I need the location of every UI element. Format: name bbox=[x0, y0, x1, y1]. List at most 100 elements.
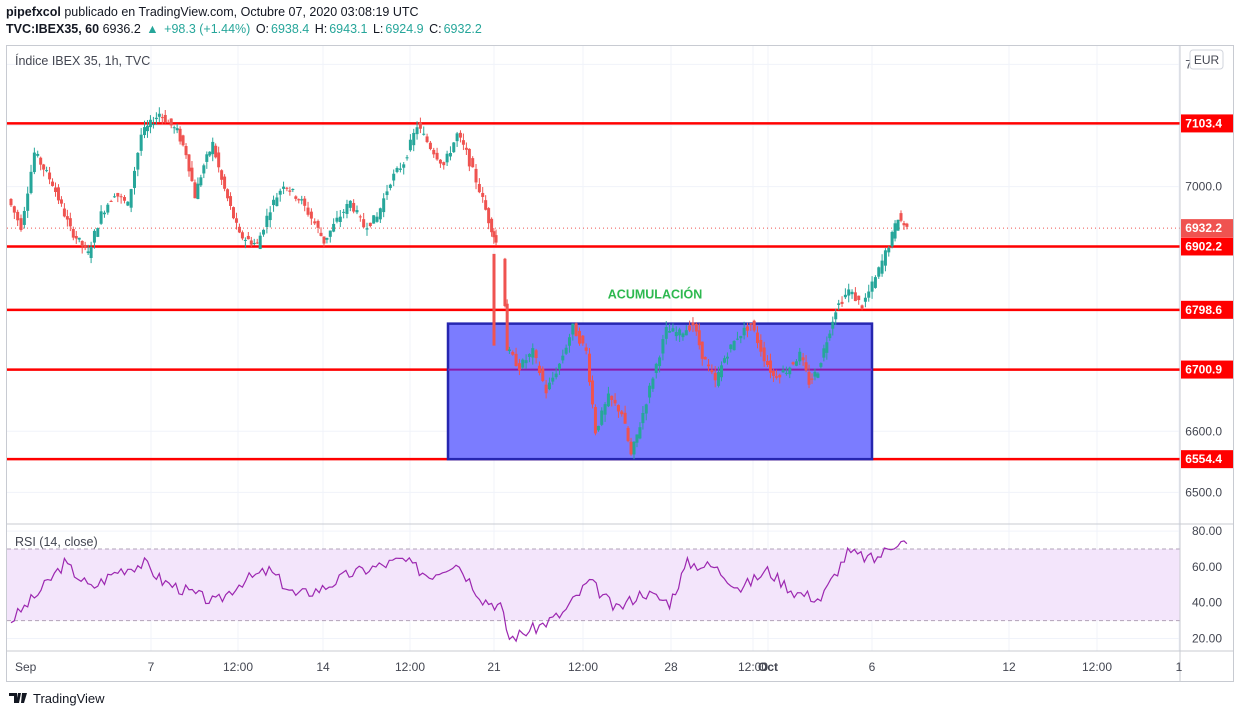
currency-badge[interactable]: EUR bbox=[1189, 49, 1224, 70]
candle-body bbox=[494, 235, 498, 243]
candle-body bbox=[703, 356, 707, 360]
publisher-user[interactable]: pipefxcol bbox=[6, 5, 61, 19]
candle-body bbox=[395, 167, 399, 172]
candle-body bbox=[39, 157, 43, 165]
candle-body bbox=[905, 223, 909, 227]
candle-body bbox=[89, 246, 93, 258]
rsi-pane[interactable] bbox=[7, 523, 1233, 643]
price-tick-label: 6600.0 bbox=[1185, 424, 1222, 438]
candle-body bbox=[798, 351, 802, 362]
candle-body bbox=[223, 176, 227, 189]
candle-body bbox=[112, 196, 116, 198]
candle-body bbox=[537, 365, 541, 373]
candle-body bbox=[547, 382, 551, 390]
candle-body bbox=[857, 295, 861, 301]
candle-body bbox=[648, 385, 652, 398]
candle-body bbox=[442, 162, 446, 166]
candle-body bbox=[707, 364, 711, 367]
candle-body bbox=[408, 139, 412, 151]
candle-body bbox=[129, 189, 133, 208]
candle-body bbox=[96, 228, 100, 237]
candle-body bbox=[29, 171, 33, 193]
currency-label: EUR bbox=[1194, 53, 1220, 67]
candle-body bbox=[620, 411, 624, 415]
chart-title: Índice IBEX 35, 1h, TVC bbox=[15, 53, 150, 68]
candle-body bbox=[825, 342, 829, 353]
candle-body bbox=[551, 377, 555, 382]
price-chart[interactable]: 6500.06600.06700.06800.06900.07000.07100… bbox=[7, 46, 1233, 681]
candle-body bbox=[65, 216, 69, 220]
candle-body bbox=[382, 198, 386, 213]
level-price-tag bbox=[1181, 237, 1233, 256]
candle-body bbox=[600, 410, 604, 425]
level-price-label: 6902.2 bbox=[1185, 239, 1222, 253]
candle-body bbox=[794, 361, 798, 366]
candle-body bbox=[432, 149, 436, 155]
time-tick-label: 12:00 bbox=[568, 660, 598, 674]
current-price-tag bbox=[1181, 219, 1233, 238]
candle-body bbox=[139, 134, 143, 151]
candle-body bbox=[850, 291, 854, 295]
candle-body bbox=[710, 369, 714, 373]
candle-body bbox=[237, 226, 241, 233]
candle-body bbox=[588, 353, 591, 383]
price-change: +98.3 (+1.44%) bbox=[164, 22, 251, 36]
time-tick-label: 6 bbox=[869, 660, 876, 674]
candle-body bbox=[282, 186, 286, 189]
candle-body bbox=[109, 200, 113, 202]
candle-body bbox=[175, 128, 179, 131]
time-tick-label: 28 bbox=[664, 660, 678, 674]
chart-header: pipefxcol publicado en TradingView.com, … bbox=[6, 4, 484, 38]
candle-body bbox=[56, 187, 60, 201]
candle-body bbox=[768, 360, 772, 373]
candle-body bbox=[613, 399, 617, 404]
candle-body bbox=[902, 223, 906, 226]
level-price-label: 7103.4 bbox=[1185, 116, 1222, 130]
candle-body bbox=[603, 404, 607, 415]
candle-body bbox=[766, 361, 769, 365]
low-label: L: bbox=[372, 22, 384, 36]
candle-body bbox=[418, 122, 422, 129]
level-price-label: 6798.6 bbox=[1185, 303, 1222, 317]
candle-body bbox=[822, 348, 826, 358]
candle-body bbox=[145, 125, 149, 132]
candle-body bbox=[749, 323, 753, 325]
level-price-tag bbox=[1181, 450, 1233, 469]
candle-body bbox=[581, 335, 585, 344]
candle-body bbox=[202, 165, 206, 174]
candle-body bbox=[190, 167, 194, 182]
time-tick-label: Sep bbox=[15, 660, 37, 674]
candle-body bbox=[322, 236, 326, 244]
candle-body bbox=[187, 154, 191, 172]
candle-body bbox=[481, 192, 485, 197]
level-price-label: 6554.4 bbox=[1185, 452, 1222, 466]
level-price-tag bbox=[1181, 360, 1233, 379]
candle-body bbox=[62, 208, 66, 217]
candle-body bbox=[116, 192, 120, 197]
accumulation-box[interactable] bbox=[446, 322, 874, 461]
candle-body bbox=[524, 360, 528, 364]
candle-body bbox=[671, 328, 675, 332]
level-price-tag bbox=[1181, 300, 1233, 319]
candle-body bbox=[365, 228, 369, 230]
candle-body bbox=[590, 380, 594, 405]
candle-body bbox=[584, 347, 588, 351]
time-tick-label: 12 bbox=[1002, 660, 1016, 674]
candle-body bbox=[428, 142, 432, 150]
candle-body bbox=[36, 153, 40, 156]
candle-body bbox=[143, 127, 146, 136]
candle-body bbox=[635, 434, 639, 443]
candle-body bbox=[681, 333, 685, 338]
candle-body bbox=[119, 196, 123, 198]
candle-body bbox=[205, 154, 209, 162]
footer-brand[interactable]: TradingView bbox=[33, 690, 105, 706]
candle-body bbox=[355, 210, 359, 213]
candle-body bbox=[638, 427, 642, 439]
candle-body bbox=[807, 371, 811, 385]
candle-body bbox=[166, 121, 170, 123]
candle-body bbox=[810, 378, 814, 380]
candle-body bbox=[629, 441, 633, 455]
candle-body bbox=[688, 325, 692, 331]
up-triangle-icon: ▲ bbox=[146, 22, 159, 36]
candle-body bbox=[644, 404, 648, 414]
